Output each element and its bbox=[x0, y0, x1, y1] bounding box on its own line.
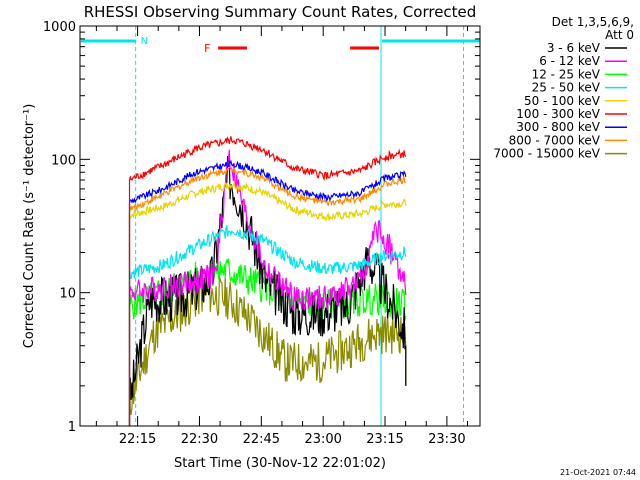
chart-title: RHESSI Observing Summary Count Rates, Co… bbox=[84, 3, 477, 21]
x-tick-label-1: 22:30 bbox=[181, 432, 218, 447]
legend-label-5: 100 - 300 keV bbox=[516, 107, 600, 121]
legend-label-3: 25 - 50 keV bbox=[532, 81, 601, 95]
legend-header-line-2: Att 0 bbox=[605, 28, 634, 42]
series-line-5 bbox=[128, 136, 407, 426]
legend-label-7: 800 - 7000 keV bbox=[509, 133, 601, 147]
night-label: N bbox=[141, 36, 148, 47]
series-line-3 bbox=[128, 225, 407, 426]
x-tick-label-0: 22:15 bbox=[119, 432, 156, 447]
plot-frame bbox=[79, 25, 481, 427]
legend-label-2: 12 - 25 keV bbox=[532, 67, 601, 81]
y-tick-label-2: 100 bbox=[51, 153, 76, 168]
x-tick-label-2: 22:45 bbox=[243, 432, 280, 447]
legend-header-line-1: Det 1,3,5,6,9, bbox=[552, 15, 634, 29]
legend-label-4: 50 - 100 keV bbox=[524, 94, 601, 108]
y-tick-label-3: 1000 bbox=[43, 20, 76, 35]
x-tick-label-4: 23:15 bbox=[366, 432, 403, 447]
series-line-1 bbox=[128, 149, 407, 426]
series-line-8 bbox=[128, 275, 407, 426]
flare-label: F bbox=[204, 42, 210, 55]
x-tick-label-5: 23:30 bbox=[428, 432, 465, 447]
x-axis-label: Start Time (30-Nov-12 22:01:02) bbox=[174, 456, 386, 471]
series-line-6 bbox=[128, 159, 407, 426]
legend-label-1: 6 - 12 keV bbox=[539, 54, 601, 68]
legend-label-6: 300 - 800 keV bbox=[516, 120, 600, 134]
y-tick-label-1: 10 bbox=[59, 287, 76, 302]
legend-label-0: 3 - 6 keV bbox=[547, 41, 601, 55]
legend-label-8: 7000 - 15000 keV bbox=[493, 147, 600, 161]
series-line-7 bbox=[128, 166, 406, 426]
series-line-4 bbox=[128, 182, 407, 426]
y-axis-label: Corrected Count Rate (s⁻¹ detector⁻¹) bbox=[22, 104, 37, 349]
axis-layer: 1 10 100 1000 22:15 22:30 22:45 23:00 23:15 23:30 bbox=[43, 20, 480, 447]
x-tick-label-3: 23:00 bbox=[304, 432, 341, 447]
y-tick-label-0: 1 bbox=[68, 420, 76, 435]
generated-timestamp: 21-Oct-2021 07:44 bbox=[560, 468, 636, 477]
